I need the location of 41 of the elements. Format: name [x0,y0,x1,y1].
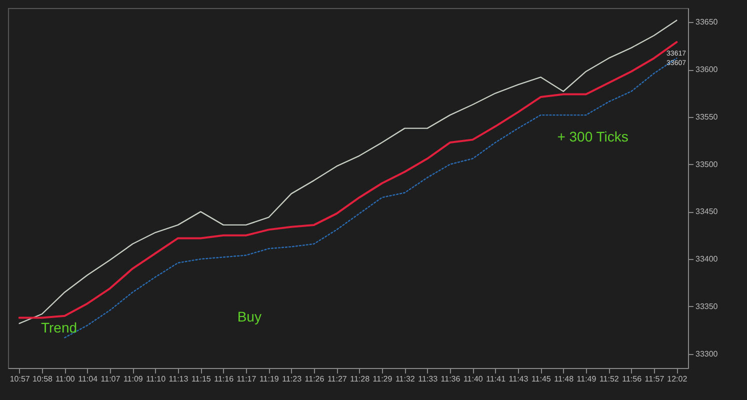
x-tick-label: 11:28 [350,374,370,384]
x-tick-label: 11:00 [55,374,76,384]
x-tick-label: 11:19 [259,374,280,384]
x-tick-label: 11:16 [214,374,234,384]
annotation: Buy [237,308,262,325]
x-tick-label: 12:02 [667,374,688,384]
x-tick-label: 11:27 [327,374,348,384]
x-tick-label: 11:23 [282,374,302,384]
annotation: + 300 Ticks [557,128,628,145]
x-tick-label: 11:10 [146,374,166,384]
x-tick-label: 11:57 [644,374,665,384]
x-tick-label: 11:17 [236,374,257,384]
y-tick-label: 33400 [696,254,718,264]
y-tick-label: 33450 [696,207,718,216]
x-tick-label: 11:29 [372,374,393,384]
x-tick-label: 11:26 [304,374,325,384]
x-tick-label: 11:41 [486,374,506,384]
x-tick-label: 11:36 [440,374,461,384]
x-tick-label: 11:15 [191,374,212,384]
x-tick-label: 11:32 [395,374,416,384]
x-tick-label: 11:52 [599,374,620,384]
x-tick-label: 11:13 [168,374,189,384]
x-tick-label: 11:43 [508,374,529,384]
x-tick-label: 11:45 [531,374,552,384]
x-tick-label: 11:04 [78,374,98,384]
x-tick-label: 10:57 [10,374,30,384]
x-tick-label: 11:49 [576,374,597,384]
y-tick-label: 33550 [696,112,718,122]
x-tick-label: 11:33 [418,374,438,384]
y-tick-label: 33650 [696,18,718,27]
x-tick-label: 11:48 [554,374,574,384]
y-tick-label: 33300 [696,349,718,358]
x-tick-label: 11:40 [463,374,484,384]
y-tick-label: 33600 [696,65,718,74]
x-tick-label: 11:09 [123,374,144,384]
x-tick-label: 11:07 [100,374,121,384]
annotation: Trend [40,319,78,336]
y-tick-label: 33350 [696,302,718,311]
x-tick-label: 10:58 [32,374,54,384]
y-tick-label: 33500 [696,160,718,169]
x-tick-label: 11:56 [622,374,642,384]
